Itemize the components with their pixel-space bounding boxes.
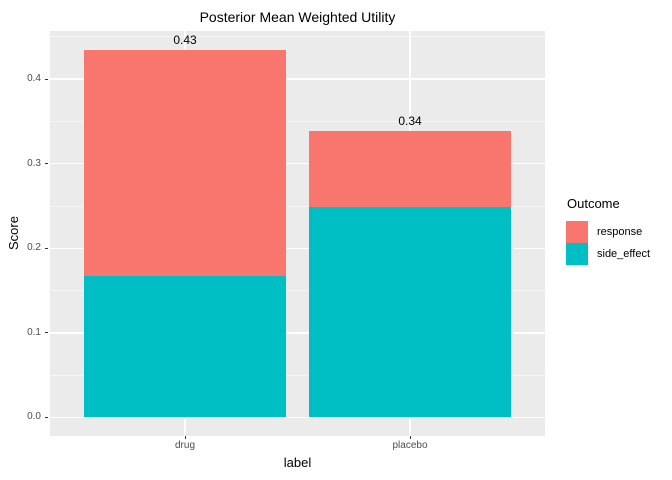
y-tick-mark: [45, 247, 48, 249]
x-tick-mark: [184, 436, 186, 439]
x-axis-title: label: [283, 455, 312, 470]
y-tick-mark: [45, 78, 48, 80]
legend-swatch-side_effect: [566, 243, 588, 265]
y-gridline-minor: [50, 120, 545, 122]
y-gridline-major: [50, 247, 545, 250]
y-axis-tick-label: 0.0: [27, 411, 41, 423]
y-tick-mark: [45, 416, 48, 418]
y-tick-mark: [45, 163, 48, 165]
y-gridline-minor: [50, 36, 545, 38]
y-gridline-minor: [50, 205, 545, 207]
legend-swatch-response: [566, 221, 588, 243]
y-axis-tick-label: 0.3: [27, 157, 41, 169]
legend-label-side_effect: side_effect: [597, 248, 651, 260]
y-axis-tick-label: 0.4: [27, 73, 41, 85]
bar-total-label-drug: 0.43: [173, 33, 197, 48]
y-gridline-major: [50, 78, 545, 80]
bar-segment-placebo-response: [308, 130, 512, 207]
y-axis-title: Score: [6, 216, 21, 250]
legend-title: Outcome: [567, 196, 620, 211]
legend-item-response: response: [566, 221, 650, 243]
x-tick-mark: [409, 436, 411, 439]
y-gridline-major: [50, 416, 545, 419]
plot-panel: [50, 31, 545, 436]
y-axis-tick-label: 0.1: [27, 326, 41, 338]
x-axis-tick-label: placebo: [392, 440, 428, 451]
y-gridline-minor: [50, 374, 545, 376]
legend-items: response side_effect: [566, 221, 650, 265]
x-axis-tick-label: drug: [174, 440, 195, 451]
bar-total-label-placebo: 0.34: [398, 113, 422, 128]
plot-title: Posterior Mean Weighted Utility: [199, 9, 396, 25]
y-gridline-minor: [50, 290, 545, 292]
y-gridline-major: [50, 332, 545, 334]
y-axis-tick-label: 0.2: [27, 242, 41, 254]
y-tick-mark: [45, 332, 48, 334]
y-gridline-major: [50, 162, 545, 165]
legend: Outcome response side_effect: [566, 197, 650, 265]
legend-label-response: response: [597, 226, 643, 238]
legend-item-side_effect: side_effect: [566, 243, 650, 265]
bar-segment-drug-response: [83, 50, 287, 277]
bar-segment-placebo-side_effect: [308, 206, 512, 418]
bar-segment-drug-side_effect: [83, 276, 287, 418]
